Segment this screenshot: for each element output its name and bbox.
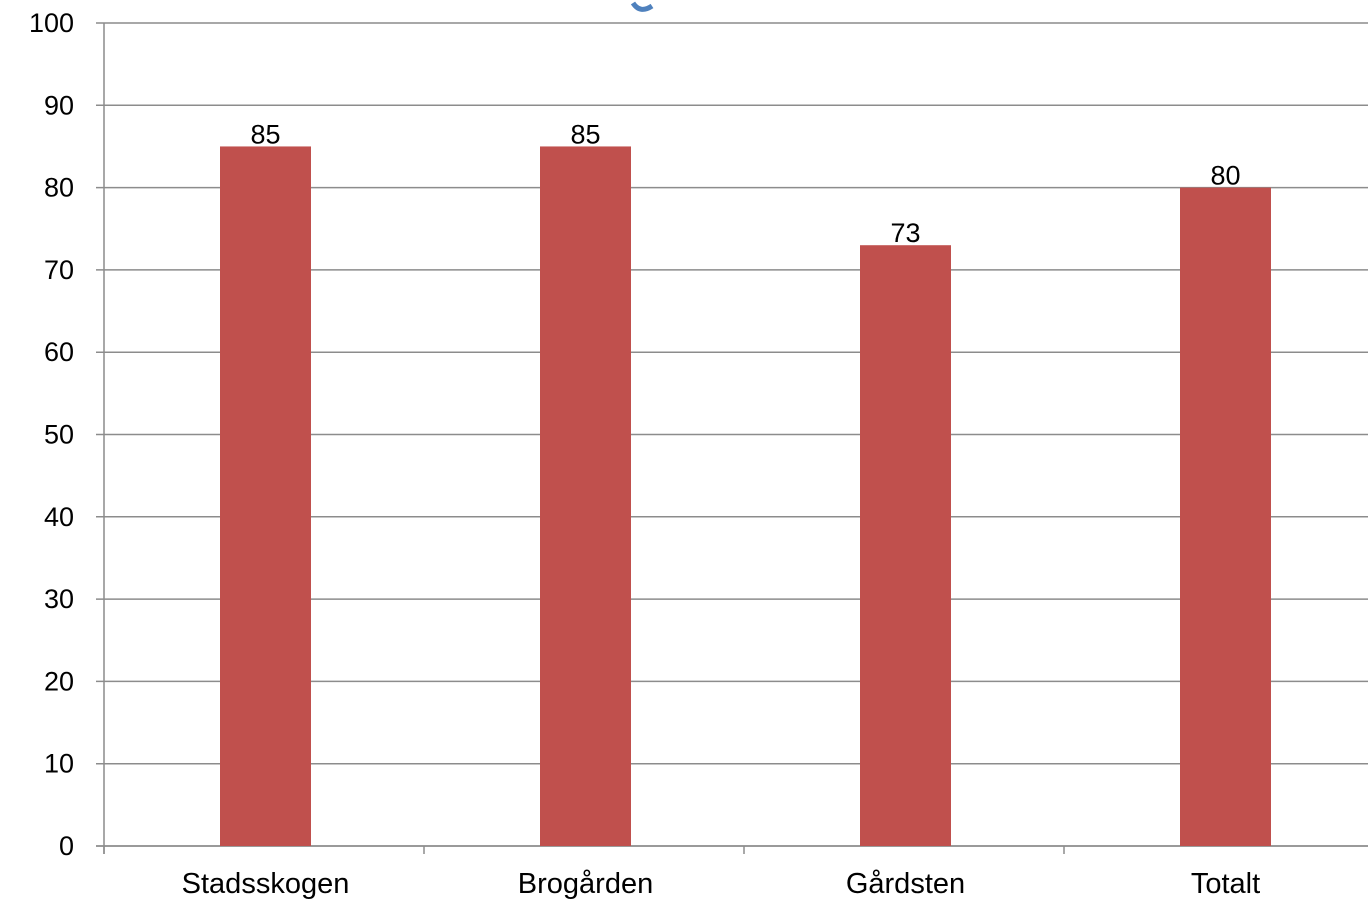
bar-1: [540, 146, 631, 846]
x-category-label: Brogården: [518, 868, 653, 900]
bar-2: [860, 245, 951, 846]
data-label: 80: [1210, 161, 1240, 191]
y-tick-label: 80: [44, 173, 74, 203]
x-category-label: Totalt: [1191, 868, 1260, 900]
y-tick-label: 40: [44, 502, 74, 532]
chart-title-fragment: [630, 1, 654, 12]
y-tick-label: 30: [44, 584, 74, 614]
y-tick-label: 60: [44, 337, 74, 367]
labels: 0 10 20 30 40 50 60 70 80 90 100 85 Stadsskogen 85 Bro…: [29, 8, 1260, 900]
bar-3: [1180, 187, 1271, 847]
y-tick-label: 90: [44, 90, 74, 120]
bars: [220, 146, 1271, 847]
data-label: 85: [570, 119, 600, 149]
y-tick-label: 10: [44, 749, 74, 779]
x-category-label: Stadsskogen: [182, 868, 350, 900]
y-tick-label: 20: [44, 666, 74, 696]
y-tick-label: 0: [59, 831, 74, 861]
y-tick-label: 70: [44, 255, 74, 285]
data-label: 85: [250, 119, 280, 149]
x-category-label: Gårdsten: [846, 868, 965, 900]
data-label: 73: [890, 218, 920, 248]
y-tick-label: 50: [44, 420, 74, 450]
y-tick-label: 100: [29, 8, 74, 38]
bar-0: [220, 146, 311, 846]
